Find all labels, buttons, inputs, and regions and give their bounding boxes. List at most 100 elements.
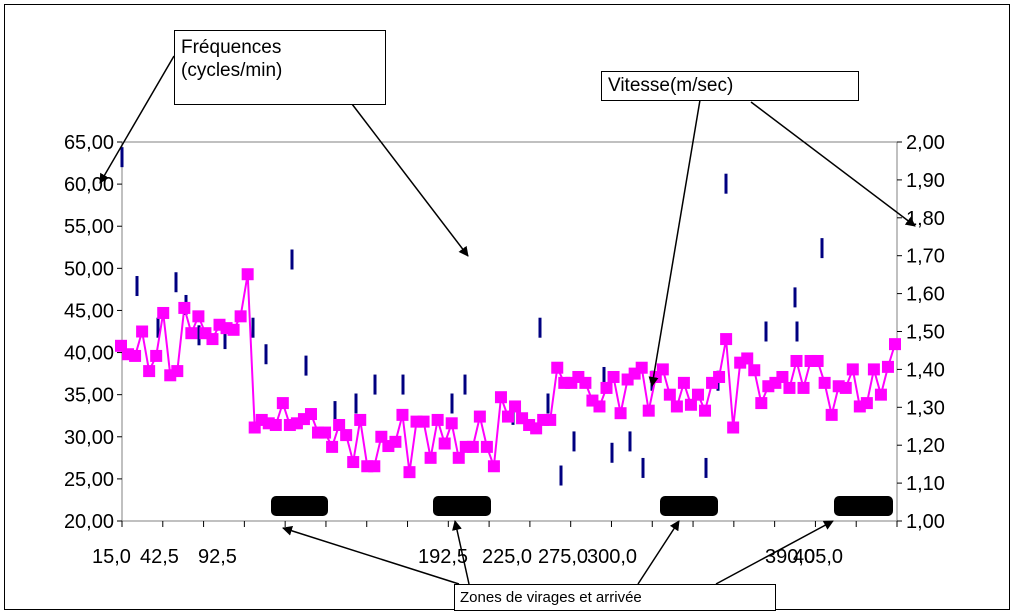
- frequency-point: [818, 376, 831, 389]
- frequency-point: [755, 397, 768, 410]
- x-axis-tick-label: 225,0: [482, 546, 532, 568]
- frequency-point: [635, 361, 648, 374]
- frequency-point: [473, 410, 486, 423]
- frequency-point: [438, 437, 451, 450]
- frequency-callout-line1: Fréquences: [181, 37, 282, 58]
- frequency-point: [368, 460, 381, 473]
- annotation-arrow: [452, 520, 470, 585]
- frequency-point: [727, 421, 740, 434]
- frequency-point: [881, 360, 894, 373]
- frequency-point: [354, 413, 367, 426]
- frequency-point: [150, 349, 163, 362]
- frequency-point: [607, 370, 620, 383]
- left-axis-tick-label: 35,00: [64, 385, 114, 407]
- frequency-point: [326, 440, 339, 453]
- left-axis-tick-label: 60,00: [64, 174, 114, 196]
- frequency-point: [241, 268, 254, 281]
- x-axis-tick-label: 405,0: [793, 546, 843, 568]
- frequency-point: [593, 400, 606, 413]
- frequency-point: [874, 388, 887, 401]
- frequency-point: [614, 407, 627, 420]
- frequency-point: [776, 370, 789, 383]
- frequency-point: [185, 327, 198, 340]
- right-axis-tick-label: 1,00: [906, 511, 945, 533]
- x-axis-tick-label: 42,5: [140, 546, 179, 568]
- frequency-point: [656, 363, 669, 376]
- frequency-point: [579, 376, 592, 389]
- frequency-point: [452, 451, 465, 464]
- speed-callout-text: Vitesse(m/sec): [608, 75, 734, 96]
- frequency-point: [157, 306, 170, 319]
- right-axis-tick-label: 1,80: [906, 208, 945, 230]
- right-axis-tick-label: 1,70: [906, 246, 945, 268]
- frequency-point: [783, 381, 796, 394]
- frequency-point: [663, 388, 676, 401]
- annotation-arrow: [637, 520, 680, 585]
- right-axis-tick-label: 1,10: [906, 473, 945, 495]
- frequency-point: [445, 417, 458, 430]
- frequency-point: [741, 352, 754, 365]
- frequency-point: [143, 365, 156, 378]
- frequency-point: [206, 333, 219, 346]
- frequency-point: [551, 361, 564, 374]
- x-axis-tick-label: 300,0: [587, 546, 637, 568]
- left-axis-tick-label: 55,00: [64, 216, 114, 238]
- frequency-point: [600, 381, 613, 394]
- frequency-point: [509, 400, 522, 413]
- frequency-point: [304, 408, 317, 421]
- frequency-point: [466, 440, 479, 453]
- frequency-point: [684, 398, 697, 411]
- frequency-point: [889, 338, 901, 351]
- frequency-point: [234, 310, 247, 323]
- left-axis-tick-label: 25,00: [64, 469, 114, 491]
- frequency-point: [797, 381, 810, 394]
- frequency-callout: Fréquences (cycles/min): [174, 30, 386, 105]
- left-axis-tick-label: 50,00: [64, 258, 114, 280]
- zone-bar: [834, 496, 893, 516]
- frequency-point: [487, 460, 500, 473]
- frequency-point: [178, 301, 191, 314]
- annotation-arrow: [99, 55, 175, 184]
- frequency-point: [424, 451, 437, 464]
- frequency-point: [347, 456, 360, 469]
- frequency-point: [480, 440, 493, 453]
- frequency-point: [677, 376, 690, 389]
- frequency-point: [227, 323, 240, 336]
- frequency-point: [544, 413, 557, 426]
- right-axis-tick-label: 1,50: [906, 322, 945, 344]
- frequency-point: [839, 381, 852, 394]
- left-axis-tick-label: 45,00: [64, 300, 114, 322]
- frequency-point: [825, 408, 838, 421]
- x-axis-tick-label: 15,0: [92, 546, 131, 568]
- frequency-point: [720, 333, 733, 346]
- frequency-point: [502, 410, 514, 423]
- frequency-point: [389, 435, 402, 448]
- left-axis-tick-label: 30,00: [64, 427, 114, 449]
- right-axis-tick-label: 2,00: [906, 132, 945, 154]
- frequency-point: [867, 363, 880, 376]
- frequency-point: [171, 365, 184, 378]
- speed-callout: Vitesse(m/sec): [601, 71, 859, 101]
- frequency-point: [846, 363, 859, 376]
- frequency-point: [691, 388, 704, 401]
- annotation-arrow: [282, 525, 460, 585]
- left-axis-tick-label: 40,00: [64, 343, 114, 365]
- zone-bar: [660, 496, 718, 516]
- frequency-point: [375, 430, 388, 443]
- frequency-point: [417, 415, 430, 428]
- x-axis-tick-label: 275,0: [538, 546, 588, 568]
- zones-callout: Zones de virages et arrivée: [454, 584, 776, 611]
- annotation-arrow: [750, 101, 916, 227]
- annotation-arrow: [351, 103, 469, 257]
- frequency-point: [790, 354, 803, 367]
- frequency-point: [129, 349, 142, 362]
- frequency-point: [136, 325, 149, 338]
- frequency-point: [396, 408, 409, 421]
- frequency-point: [699, 404, 712, 417]
- frequency-point: [269, 418, 282, 431]
- frequency-point: [333, 418, 346, 431]
- frequency-point: [670, 400, 683, 413]
- annotation-arrow: [715, 520, 834, 585]
